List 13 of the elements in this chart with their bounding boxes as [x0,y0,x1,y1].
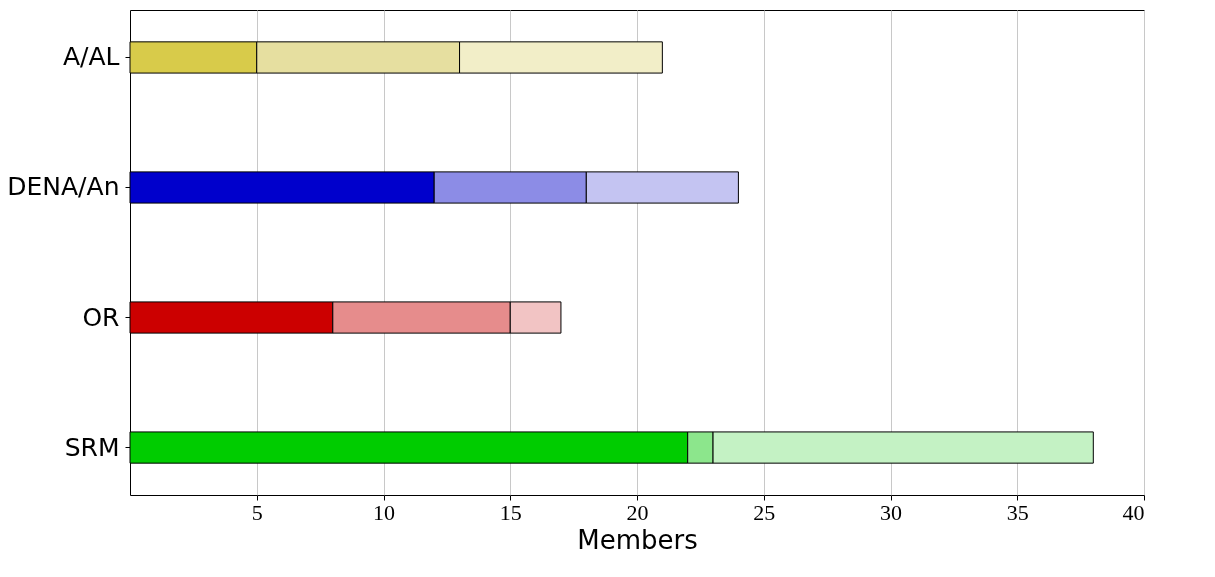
x-tick-label: 15 [499,499,522,525]
x-tick-label: 40 [1122,499,1145,525]
x-tick-label: 10 [373,499,395,525]
x-tick-label: 30 [880,499,902,525]
x-axis-title: Members [577,524,698,555]
y-tick-label: OR [82,302,120,332]
y-tick-label: A/AL [62,42,120,72]
x-tick-label: 25 [753,499,776,525]
y-tick-label: SRM [64,432,120,462]
x-tick-label: 20 [626,499,649,525]
x-tick-label: 35 [1006,499,1029,525]
y-tick-label: DENA/An [7,172,120,202]
x-tick-label: 5 [251,499,263,525]
